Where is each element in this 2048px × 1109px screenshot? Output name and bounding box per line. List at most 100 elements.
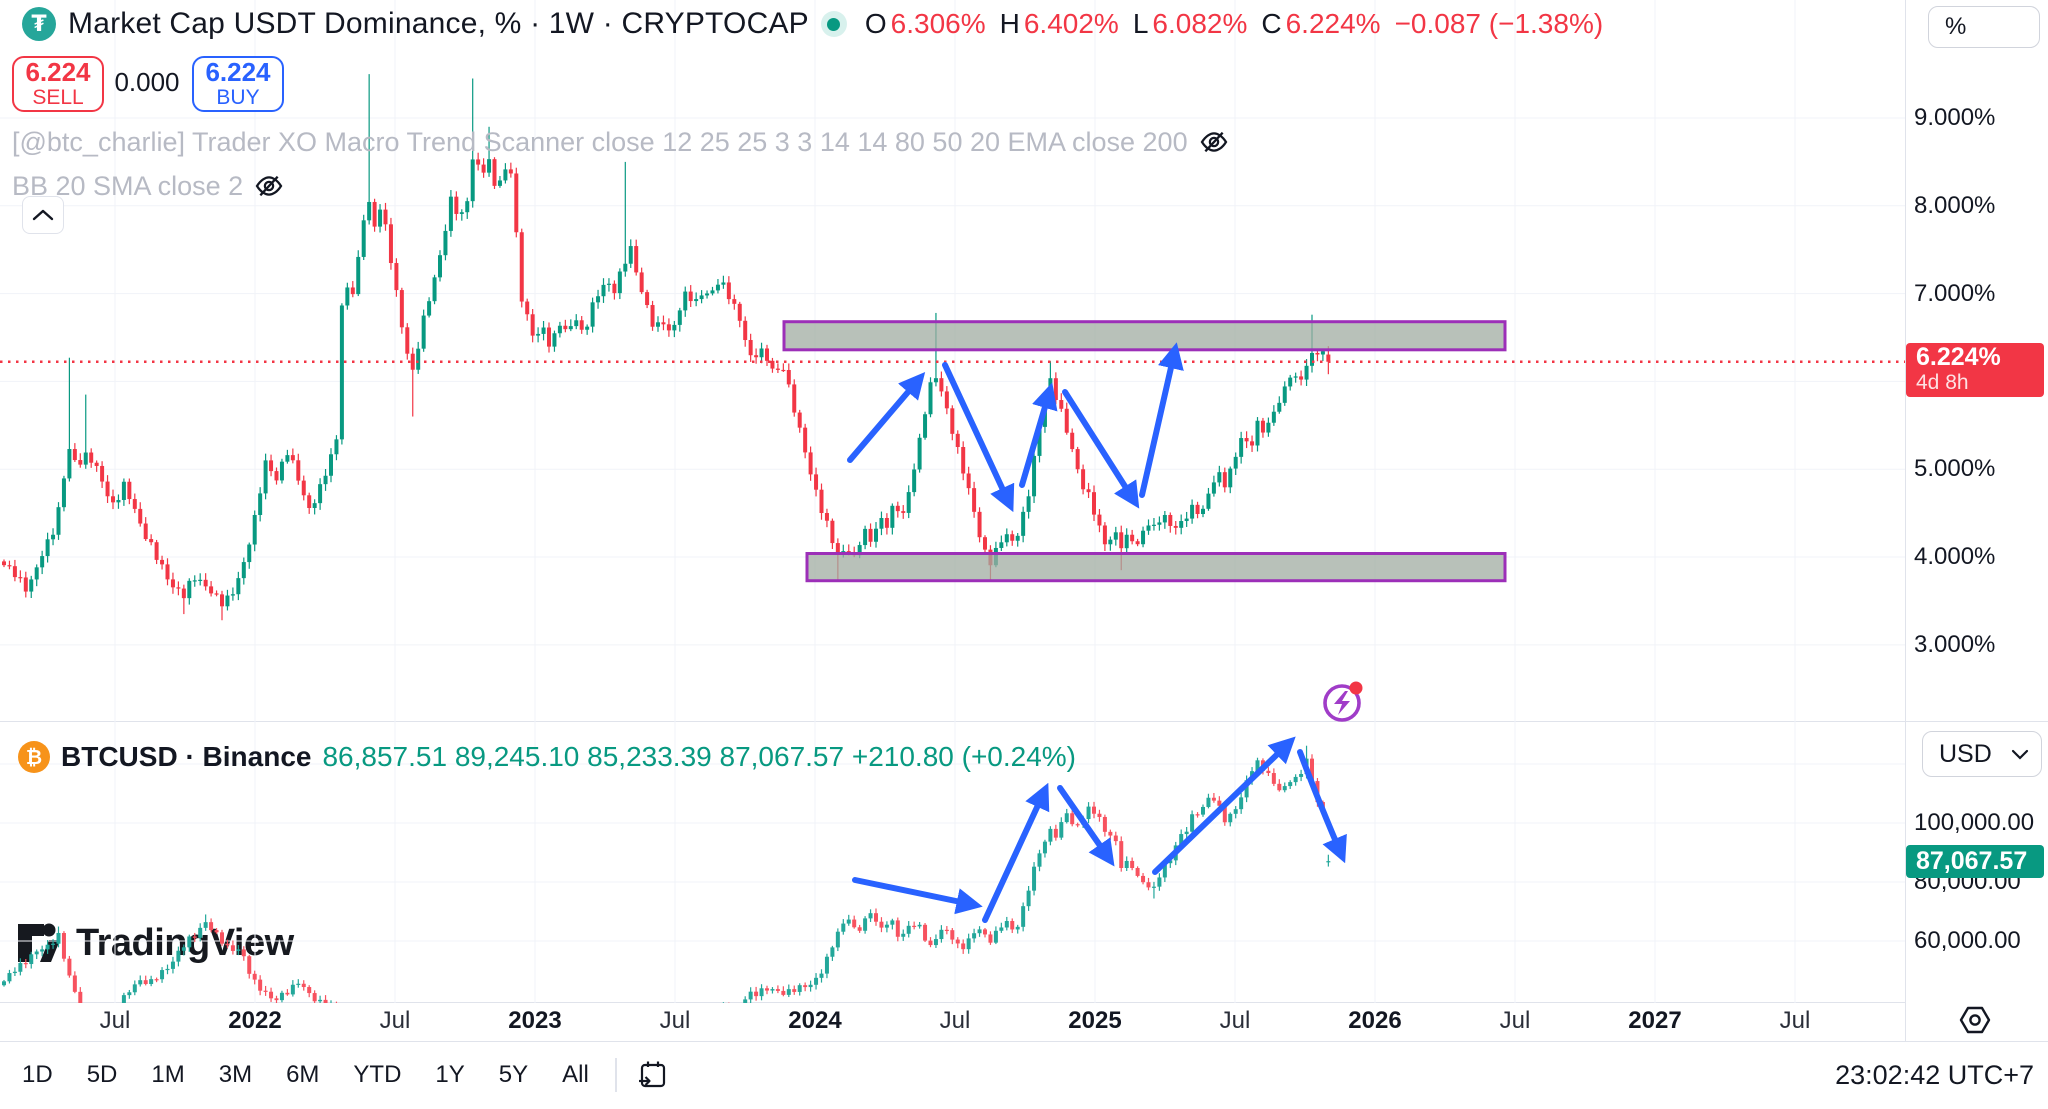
buy-price: 6.224 (205, 57, 271, 88)
time-tick-Jul[interactable]: Jul (1499, 1007, 1531, 1034)
candle-body (770, 989, 775, 991)
candle-body (1064, 813, 1069, 823)
btc-price-tick[interactable]: 60,000.00 (1914, 926, 2021, 954)
candle-body (1010, 534, 1015, 541)
time-tick-Jul[interactable]: Jul (379, 1007, 411, 1034)
range-1m[interactable]: 1M (151, 1061, 185, 1088)
candle-body (617, 271, 622, 294)
trend-arrow[interactable] (1152, 736, 1296, 875)
candle-body (677, 310, 682, 325)
trend-arrow[interactable] (852, 877, 983, 915)
buy-button[interactable]: 6.224 BUY (192, 56, 284, 112)
candle-body (525, 301, 530, 315)
candle-body (51, 943, 56, 945)
candle-body (1124, 860, 1129, 869)
btc-price-tick[interactable]: 100,000.00 (1914, 809, 2035, 836)
range-5d[interactable]: 5D (86, 1061, 118, 1088)
candle-body (1162, 863, 1167, 878)
main-chart-canvas[interactable] (0, 0, 1905, 722)
supply-demand-zone[interactable] (782, 320, 1507, 352)
time-tick-2022[interactable]: 2022 (228, 1007, 282, 1034)
currency-dropdown[interactable]: USD (1922, 731, 2042, 777)
trend-arrow[interactable] (1019, 382, 1058, 488)
time-tick-2024[interactable]: 2024 (788, 1007, 842, 1034)
supply-demand-zone[interactable] (805, 552, 1507, 583)
candle-body (72, 975, 77, 992)
trend-arrow[interactable] (1057, 785, 1115, 867)
main-price-tick[interactable]: 8.000% (1914, 191, 1996, 219)
ohlc-key: O (864, 8, 887, 39)
main-price-tick[interactable]: 9.000% (1914, 104, 1996, 131)
candle-body (329, 454, 333, 476)
trend-arrow[interactable] (942, 362, 1015, 513)
candle-body (1081, 469, 1086, 490)
trend-arrow[interactable] (847, 371, 926, 463)
candle-body (1228, 813, 1233, 823)
trend-arrow[interactable] (1139, 342, 1184, 498)
range-6m[interactable]: 6M (286, 1061, 320, 1088)
time-tick-Jul[interactable]: Jul (1219, 1007, 1251, 1034)
time-tick-Jul[interactable]: Jul (99, 1007, 131, 1034)
tradingview-watermark: TradingView (16, 920, 294, 966)
btc-symbol[interactable]: BTCUSD · Binance (61, 741, 312, 772)
candle-body (247, 544, 252, 563)
range-1y[interactable]: 1Y (435, 1061, 465, 1088)
session-clock[interactable]: 23:02:42 UTC+7 (1835, 1059, 2034, 1090)
time-tick-Jul[interactable]: Jul (659, 1007, 691, 1034)
time-tick-Jul[interactable]: Jul (939, 1007, 971, 1034)
range-3m[interactable]: 3M (218, 1061, 253, 1088)
candle-body (72, 449, 77, 461)
candle-body (160, 559, 165, 565)
candle-body (1266, 770, 1271, 774)
trend-arrow[interactable] (982, 782, 1050, 923)
trend-arrow-curved[interactable] (1297, 749, 1347, 864)
time-tick-Jul[interactable]: Jul (1779, 1007, 1811, 1034)
pane-divider[interactable] (0, 721, 2048, 722)
candle-body (514, 173, 519, 233)
candle-body (519, 232, 524, 302)
candle-body (666, 324, 671, 331)
trend-arrow[interactable] (1062, 389, 1140, 509)
time-tick-2027[interactable]: 2027 (1628, 1007, 1682, 1034)
btc-chart-canvas[interactable] (0, 722, 1905, 1003)
candle-body (274, 471, 279, 481)
main-price-tick[interactable]: 3.000% (1914, 630, 1996, 658)
candle-body (1004, 534, 1009, 543)
main-price-tick[interactable]: 7.000% (1914, 279, 1996, 307)
time-tick-2023[interactable]: 2023 (508, 1007, 562, 1034)
symbol-title[interactable]: Market Cap USDT Dominance, % · 1W · CRYP… (68, 7, 809, 40)
time-tick-2025[interactable]: 2025 (1068, 1007, 1122, 1034)
candle-body (1151, 886, 1156, 888)
flash-alert-icon[interactable] (1323, 681, 1363, 722)
candle-body (1326, 861, 1331, 863)
collapse-legend-button[interactable] (22, 196, 64, 234)
candle-body (1021, 906, 1026, 927)
eye-hidden-icon[interactable] (1198, 126, 1230, 158)
candle-body (132, 499, 137, 509)
candle-body (132, 984, 137, 993)
time-tick-2026[interactable]: 2026 (1348, 1007, 1402, 1034)
candle-body (459, 212, 464, 214)
candle-body (285, 455, 290, 462)
price-axis-unit-button[interactable]: % (1928, 6, 2040, 48)
indicator-row-macro-trend[interactable]: [@btc_charlie] Trader XO Macro Trend Sca… (12, 126, 1230, 158)
market-status-icon[interactable] (820, 11, 847, 37)
range-ytd[interactable]: YTD (353, 1061, 402, 1088)
main-price-tick[interactable]: 5.000% (1914, 455, 1996, 483)
eye-hidden-icon[interactable] (253, 170, 285, 202)
go-to-date-calendar-icon[interactable] (635, 1057, 671, 1093)
range-5y[interactable]: 5Y (498, 1061, 529, 1088)
indicator-row-bb[interactable]: BB 20 SMA close 2 (12, 170, 285, 202)
ohlc-values: O 6.306% H 6.402% L 6.082% C 6.224% −0.087 (−1.3… (865, 8, 1603, 40)
time-axis-settings-gear-icon[interactable] (1956, 1001, 1994, 1039)
range-1d[interactable]: 1D (22, 1061, 53, 1088)
sell-button[interactable]: 6.224 SELL (12, 56, 104, 112)
candle-body (1222, 472, 1227, 488)
tradingview-logo-icon (18, 923, 60, 962)
main-price-tick[interactable]: 4.000% (1914, 543, 1996, 571)
candle-body (416, 348, 421, 370)
range-all[interactable]: All (562, 1061, 589, 1088)
candle-body (1146, 882, 1151, 888)
candle-body (710, 290, 715, 294)
candle-body (552, 333, 557, 347)
